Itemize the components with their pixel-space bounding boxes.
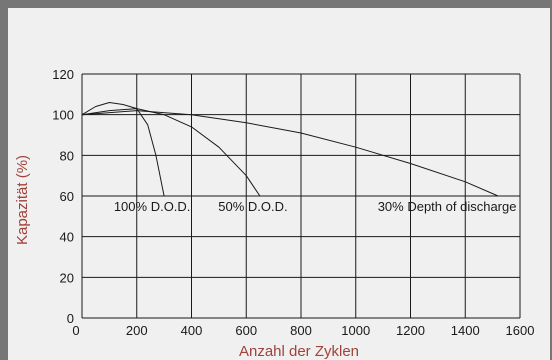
x-tick-label: 0 <box>72 323 79 338</box>
series-lines <box>81 102 499 197</box>
x-tick-label: 1600 <box>506 323 535 338</box>
x-tick-label: 1200 <box>396 323 425 338</box>
y-tick-label: 100 <box>52 108 74 123</box>
series-line-2 <box>81 108 261 197</box>
y-axis-title: Kapazität (%) <box>14 155 31 245</box>
grid <box>81 73 521 319</box>
y-tick-label: 60 <box>60 189 74 204</box>
x-tick-labels: 0 200 400 600 800 1000 1200 1400 1600 <box>72 323 534 338</box>
capacity-chart: 0 20 40 60 80 100 120 0 200 400 600 800 1000 1200 140… <box>14 67 534 360</box>
x-tick-label: 200 <box>126 323 148 338</box>
x-tick-label: 800 <box>290 323 312 338</box>
series-line-1 <box>81 102 165 197</box>
x-tick-label: 400 <box>181 323 203 338</box>
chart-panel: 0 20 40 60 80 100 120 0 200 400 600 800 1000 1200 140… <box>8 8 550 360</box>
y-tick-label: 40 <box>60 230 74 245</box>
x-tick-label: 600 <box>235 323 257 338</box>
y-tick-label: 80 <box>60 148 74 163</box>
series-line-3 <box>81 110 499 197</box>
y-tick-label: 20 <box>60 270 74 285</box>
y-tick-label: 0 <box>67 311 74 326</box>
series-label-2: 50% D.O.D. <box>218 199 287 214</box>
x-axis-title: Anzahl der Zyklen <box>239 343 359 360</box>
y-tick-labels: 0 20 40 60 80 100 120 <box>52 67 74 326</box>
series-label-1: 100% D.O.D. <box>114 199 191 214</box>
series-label-3: 30% Depth of discharge <box>378 199 517 214</box>
x-tick-label: 1000 <box>341 323 370 338</box>
y-tick-label: 120 <box>52 67 74 82</box>
x-tick-label: 1400 <box>451 323 480 338</box>
series-labels: 100% D.O.D. 50% D.O.D. 30% Depth of discha… <box>114 199 517 214</box>
